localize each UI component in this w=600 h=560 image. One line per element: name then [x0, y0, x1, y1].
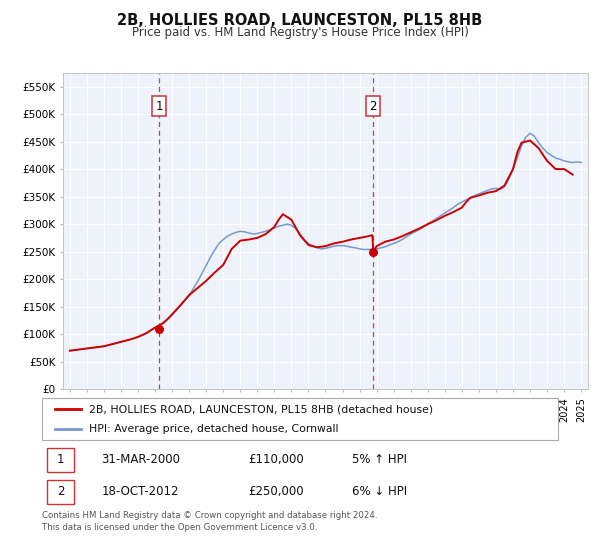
Text: Price paid vs. HM Land Registry's House Price Index (HPI): Price paid vs. HM Land Registry's House … [131, 26, 469, 39]
FancyBboxPatch shape [47, 448, 74, 472]
Text: 5% ↑ HPI: 5% ↑ HPI [352, 454, 407, 466]
Text: Contains HM Land Registry data © Crown copyright and database right 2024.
This d: Contains HM Land Registry data © Crown c… [42, 511, 377, 531]
Text: 2: 2 [57, 485, 64, 498]
Text: 2: 2 [370, 100, 377, 113]
Text: HPI: Average price, detached house, Cornwall: HPI: Average price, detached house, Corn… [89, 424, 339, 433]
Text: £250,000: £250,000 [248, 485, 304, 498]
Text: 18-OCT-2012: 18-OCT-2012 [101, 485, 179, 498]
Text: 31-MAR-2000: 31-MAR-2000 [101, 454, 181, 466]
Text: 2B, HOLLIES ROAD, LAUNCESTON, PL15 8HB: 2B, HOLLIES ROAD, LAUNCESTON, PL15 8HB [118, 13, 482, 28]
Text: £110,000: £110,000 [248, 454, 304, 466]
Text: 1: 1 [57, 454, 64, 466]
Text: 2B, HOLLIES ROAD, LAUNCESTON, PL15 8HB (detached house): 2B, HOLLIES ROAD, LAUNCESTON, PL15 8HB (… [89, 404, 434, 414]
Text: 6% ↓ HPI: 6% ↓ HPI [352, 485, 407, 498]
FancyBboxPatch shape [47, 479, 74, 503]
Text: 1: 1 [155, 100, 163, 113]
